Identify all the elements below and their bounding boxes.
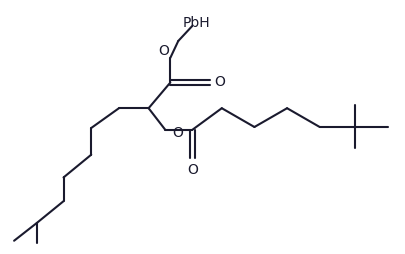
Text: O: O <box>187 163 198 177</box>
Text: O: O <box>213 75 224 89</box>
Text: O: O <box>158 44 168 58</box>
Text: PbH: PbH <box>182 16 209 30</box>
Text: O: O <box>172 126 183 140</box>
